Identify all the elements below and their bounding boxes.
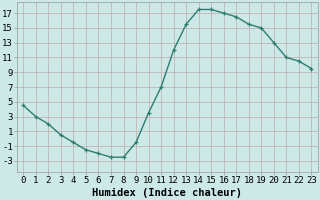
X-axis label: Humidex (Indice chaleur): Humidex (Indice chaleur) (92, 188, 242, 198)
